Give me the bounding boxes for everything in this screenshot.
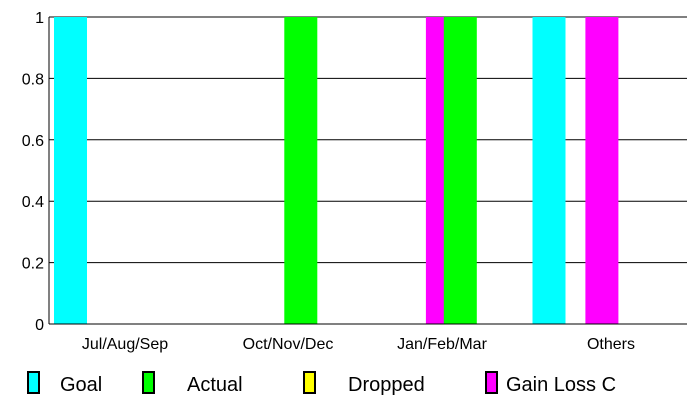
legend-swatch-gain-loss-c — [485, 371, 498, 394]
legend-label-actual: Actual — [187, 374, 243, 396]
legend-label-goal: Goal — [60, 374, 102, 396]
y-tick-labels: 0 0.2 0.4 0.6 0.8 1 — [22, 10, 44, 334]
x-category-label: Jan/Feb/Mar — [397, 336, 487, 353]
legend-swatch-dropped — [303, 371, 316, 394]
bar-actual-2 — [443, 17, 477, 324]
bar-actual-1 — [284, 17, 318, 324]
axes — [48, 17, 687, 325]
y-tick-label: 0.2 — [22, 256, 44, 273]
bar-gain-loss-c-2 — [585, 17, 619, 324]
y-tick-label: 0.8 — [22, 71, 44, 88]
y-tick-label: 0.4 — [22, 194, 44, 211]
x-category-labels: Jul/Aug/Sep Oct/Nov/Dec Jan/Feb/Mar Others — [82, 336, 635, 353]
y-tick-label: 0 — [35, 317, 44, 334]
x-category-label: Oct/Nov/Dec — [243, 336, 334, 353]
legend-label-dropped: Dropped — [348, 374, 425, 396]
bar-goal-0 — [54, 17, 87, 324]
bars — [54, 17, 619, 324]
legend: Goal Actual Dropped Gain Loss C — [27, 371, 616, 396]
x-category-label: Jul/Aug/Sep — [82, 336, 168, 353]
legend-label-gain-loss-c: Gain Loss C — [506, 374, 616, 396]
legend-swatch-actual — [142, 371, 155, 394]
y-tick-label: 0.6 — [22, 133, 44, 150]
bar-goal-3 — [532, 17, 566, 324]
x-category-label: Others — [587, 336, 635, 353]
y-tick-label: 1 — [35, 10, 44, 27]
gridlines — [49, 16, 687, 264]
legend-swatch-goal — [27, 371, 40, 394]
